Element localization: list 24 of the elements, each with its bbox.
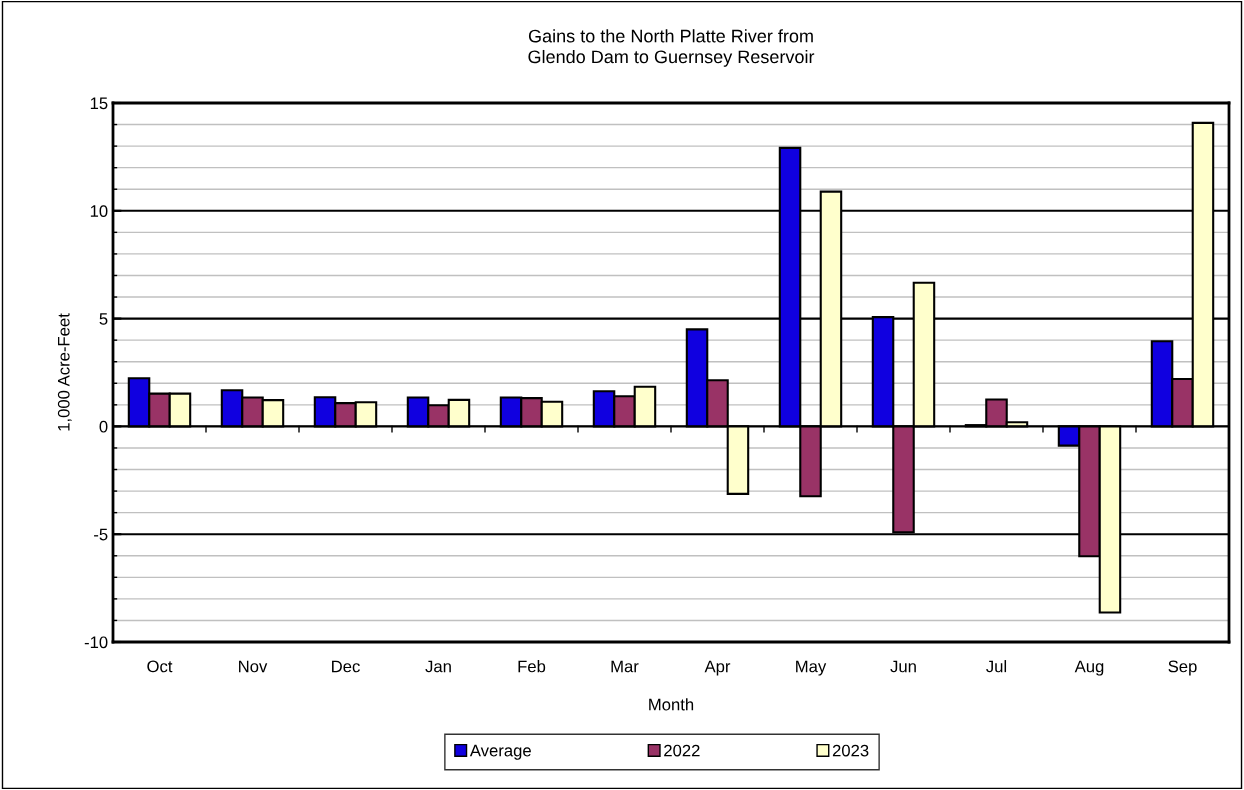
- x-tick-label: Jun: [890, 660, 916, 673]
- y-tick-label: -10: [84, 636, 108, 649]
- y-tick-label: 15: [90, 97, 108, 110]
- x-tick-label: Nov: [239, 660, 268, 673]
- x-tick-label: Sep: [1168, 660, 1197, 676]
- y-tick-label: 0: [99, 420, 108, 433]
- legend-label: 2022: [664, 744, 700, 757]
- x-axis-title: Month: [649, 698, 694, 711]
- chart-title: Gains to the North Platte River from Glendo Dam to Guernsey Reservoir: [528, 29, 815, 67]
- x-tick-label: May: [796, 660, 827, 676]
- x-tick-label: Oct: [147, 660, 173, 673]
- x-tick-label: Feb: [518, 660, 546, 673]
- x-tick-label: Apr: [704, 660, 731, 676]
- y-tick-label: -5: [94, 528, 108, 541]
- legend-label: 2023: [832, 744, 869, 757]
- x-tick-label: Aug: [1074, 660, 1104, 676]
- y-tick-label: 10: [90, 205, 108, 217]
- x-tick-label: Jul: [986, 660, 1007, 673]
- y-tick-label: 5: [99, 313, 108, 325]
- x-tick-label: Dec: [332, 660, 360, 673]
- legend-label: Average: [469, 744, 531, 760]
- y-axis-title: 1,000 Acre-Feet: [57, 313, 72, 431]
- x-tick-label: Mar: [611, 660, 639, 673]
- x-tick-label: Jan: [425, 660, 451, 673]
